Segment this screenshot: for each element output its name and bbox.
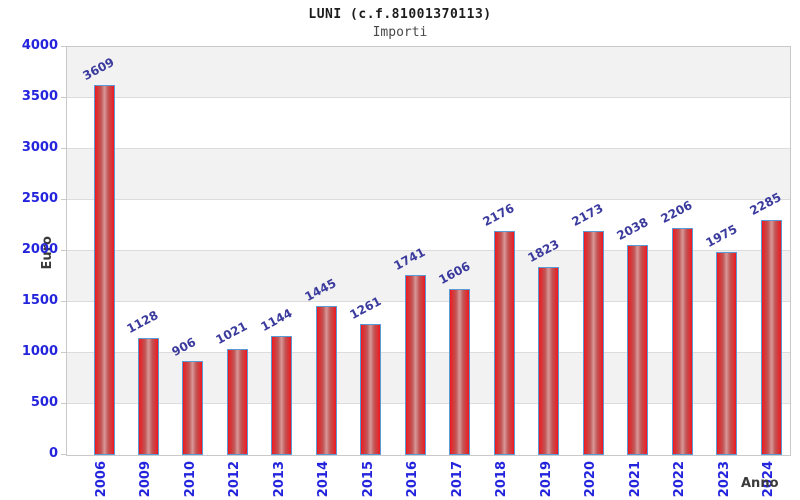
plot-area: 3609 1128 906 1021 1144 1445 1261 1741 1606 2176 1…	[66, 46, 791, 456]
x-tick-label: 2017	[450, 461, 465, 498]
plot-band	[67, 98, 790, 149]
plot-band	[67, 302, 790, 353]
bar-2014	[316, 306, 337, 455]
y-tick-label: 500	[30, 395, 58, 410]
bar-2010	[182, 361, 203, 455]
y-tick-mark	[61, 352, 66, 353]
chart-subtitle: Importi	[372, 25, 428, 40]
plot-band	[67, 200, 790, 251]
chart-title: LUNI (c.f.81001370113)	[308, 7, 492, 22]
bar-2020	[583, 231, 604, 455]
y-tick-label: 3500	[21, 89, 58, 104]
x-tick-label: 2022	[672, 461, 687, 498]
y-tick-mark	[61, 403, 66, 404]
x-tick-label: 2016	[405, 461, 420, 498]
y-tick-label: 4000	[21, 38, 58, 53]
bar-2023	[716, 252, 737, 455]
y-tick-mark	[61, 97, 66, 98]
y-tick-mark	[61, 46, 66, 47]
y-tick-label: 3000	[21, 140, 58, 155]
y-tick-label: 2000	[21, 242, 58, 257]
y-tick-mark	[61, 199, 66, 200]
bar-2024	[761, 220, 782, 455]
y-tick-mark	[61, 301, 66, 302]
x-axis-title: Anno	[741, 476, 779, 491]
plot-band	[67, 149, 790, 200]
bar-2018	[494, 231, 515, 455]
bar-2013	[271, 336, 292, 455]
plot-band	[67, 251, 790, 302]
bar-2006	[94, 85, 115, 455]
bar-2019	[538, 267, 559, 455]
x-tick-label: 2018	[494, 461, 509, 498]
y-tick-label: 2500	[21, 191, 58, 206]
x-tick-label: 2023	[717, 461, 732, 498]
x-tick-label: 2012	[227, 461, 242, 498]
y-tick-mark	[61, 148, 66, 149]
y-tick-mark	[61, 454, 66, 455]
bar-2017	[449, 289, 470, 455]
bar-2016	[405, 275, 426, 455]
x-tick-label: 2014	[316, 461, 331, 498]
bar-2009	[138, 338, 159, 455]
y-tick-label: 1500	[21, 293, 58, 308]
plot-band	[67, 47, 790, 98]
x-tick-label: 2019	[539, 461, 554, 498]
x-tick-label: 2013	[272, 461, 287, 498]
bar-2021	[627, 245, 648, 455]
x-tick-label: 2015	[361, 461, 376, 498]
x-tick-label: 2021	[628, 461, 643, 498]
y-tick-mark	[61, 250, 66, 251]
bar-2015	[360, 324, 381, 455]
x-tick-label: 2009	[138, 461, 153, 498]
y-tick-label: 1000	[21, 344, 58, 359]
x-tick-label: 2020	[583, 461, 598, 498]
x-tick-label: 2010	[183, 461, 198, 498]
bar-2022	[672, 228, 693, 455]
x-tick-label: 2006	[94, 461, 109, 498]
bar-2012	[227, 349, 248, 455]
y-tick-label: 0	[48, 446, 58, 461]
